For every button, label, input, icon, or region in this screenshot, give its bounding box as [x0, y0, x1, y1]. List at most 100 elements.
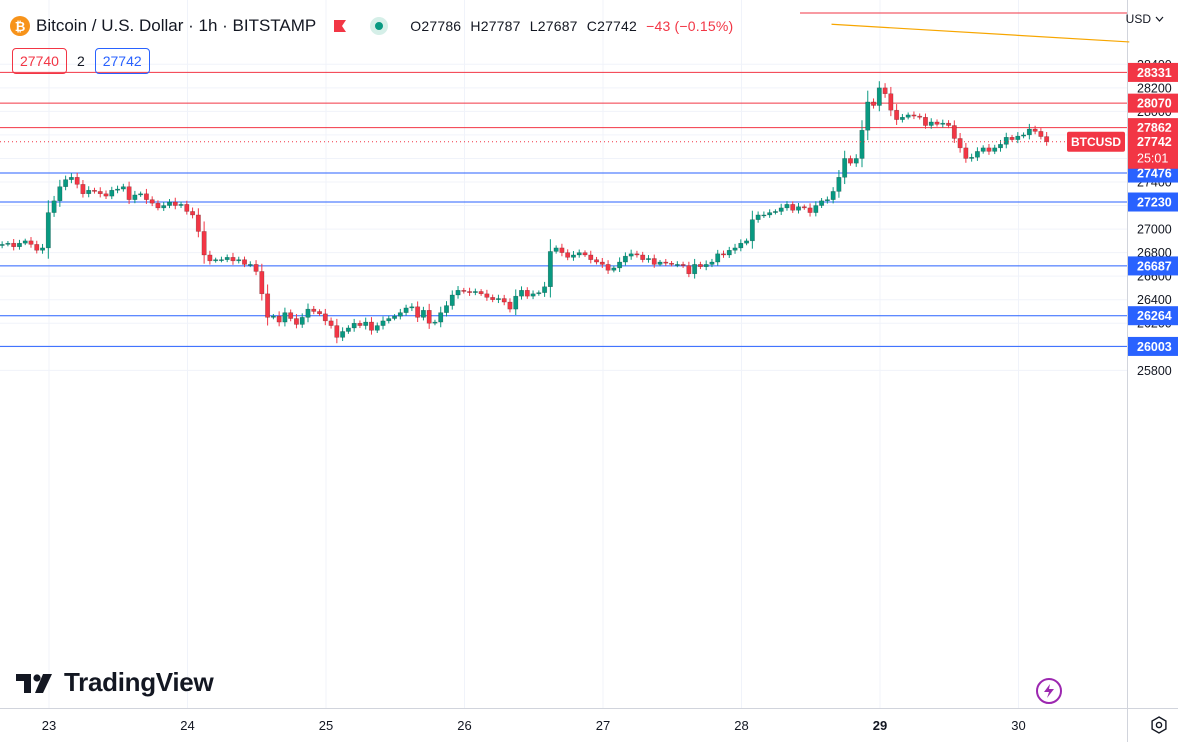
symbol-title[interactable]: Bitcoin / U.S. Dollar · 1h · BITSTAMP [36, 16, 317, 35]
candle-body [195, 214, 201, 232]
candle-body [501, 298, 507, 303]
candle-body [876, 87, 882, 106]
candle-body [553, 247, 559, 252]
gear-icon[interactable] [1150, 716, 1168, 734]
candle-body [1003, 137, 1009, 145]
candle-body [1038, 131, 1044, 137]
candle-body [149, 199, 155, 204]
level-tag-bg [1128, 256, 1178, 276]
candle-body [86, 189, 92, 195]
tradingview-logo[interactable]: TradingView [16, 667, 214, 698]
candle-body [778, 207, 784, 212]
candle-body [409, 306, 415, 309]
level-tag-label: 27862 [1137, 121, 1172, 135]
candle-body [374, 325, 380, 331]
lightning-icon[interactable] [1036, 678, 1062, 704]
candle-body [1015, 135, 1021, 140]
time-tick-label: 23 [42, 718, 56, 733]
market-open-icon [370, 17, 389, 35]
candle-body [363, 321, 369, 326]
candle-body [934, 121, 940, 125]
time-axis: 23 24 25 26 27 28 29 30 [42, 718, 1026, 733]
candle-body [322, 313, 328, 322]
last-price-tag-bg [1128, 131, 1178, 169]
candle-body [167, 201, 172, 206]
candle-body [738, 242, 744, 249]
trendline-segment [831, 23, 1130, 43]
candle-body [472, 291, 478, 293]
buy-button[interactable]: 27742 [94, 48, 150, 74]
candle-body [213, 259, 219, 262]
candle-body [599, 261, 605, 265]
horizontal-levels [0, 12, 1127, 347]
level-tag-bg [1128, 306, 1178, 326]
candle-body [57, 186, 63, 202]
candle-body [432, 321, 438, 324]
candle-body [294, 318, 299, 325]
candle-body [940, 122, 946, 125]
candle-body [270, 315, 276, 318]
candle-body [980, 147, 986, 152]
candle-body [923, 117, 928, 126]
level-tag-label: 26003 [1137, 340, 1172, 354]
candle-body [605, 264, 611, 271]
candle-body [74, 177, 80, 185]
candle-body [721, 253, 726, 256]
candle-body [946, 122, 952, 126]
candle-body [663, 261, 669, 264]
candle-body [490, 297, 496, 300]
candle-body [836, 177, 842, 192]
time-tick-label: 27 [596, 718, 610, 733]
chevron-down-icon [1155, 16, 1164, 22]
candle-body [784, 204, 790, 209]
level-tag-bg [1128, 62, 1178, 82]
time-tick-label: 30 [1011, 718, 1025, 733]
candle-body [576, 252, 582, 256]
candle-body [11, 242, 17, 247]
candle-body [311, 308, 317, 312]
bitcoin-icon[interactable]: ₿ [10, 16, 30, 36]
candle-body [842, 158, 848, 178]
candle-body [957, 138, 963, 149]
spread-value: 2 [76, 53, 85, 69]
candle-body [17, 242, 22, 247]
candle-body [92, 189, 97, 192]
trendline [831, 23, 1130, 43]
currency-selector[interactable]: USD [1126, 12, 1164, 26]
sell-button[interactable]: 27740 [12, 48, 67, 74]
candle-body [559, 247, 565, 253]
flag-icon[interactable] [332, 18, 348, 34]
candle-body [640, 254, 646, 260]
change-value: −43 (−0.15%) [646, 18, 734, 34]
candle-body [259, 271, 265, 295]
candle-body [969, 157, 975, 159]
candle-body [161, 205, 167, 209]
candle-body [103, 193, 109, 197]
candle-body [138, 193, 144, 196]
candle-body [5, 242, 11, 245]
candle-body [715, 253, 721, 263]
time-tick-label: 28 [734, 718, 748, 733]
level-tag-label: 28070 [1137, 97, 1172, 111]
candle-body [894, 109, 900, 120]
candle-body [242, 259, 247, 265]
candle-body [963, 147, 969, 159]
candle-body [853, 158, 859, 164]
candle-body [732, 247, 738, 251]
candlesticks [0, 81, 1127, 344]
candle-body [340, 331, 346, 338]
candle-body [571, 254, 576, 258]
candle-body [905, 114, 911, 118]
candle-body [513, 295, 519, 310]
countdown-label: 25:01 [1137, 152, 1168, 166]
candle-body [415, 306, 421, 318]
level-tag-label: 28331 [1137, 66, 1172, 80]
candle-body [565, 252, 571, 258]
close-value: 27742 [597, 18, 638, 34]
candle-body [819, 200, 825, 206]
candle-body [674, 264, 680, 266]
price-tick-label: 25800 [1137, 364, 1172, 378]
candle-body [519, 290, 524, 297]
